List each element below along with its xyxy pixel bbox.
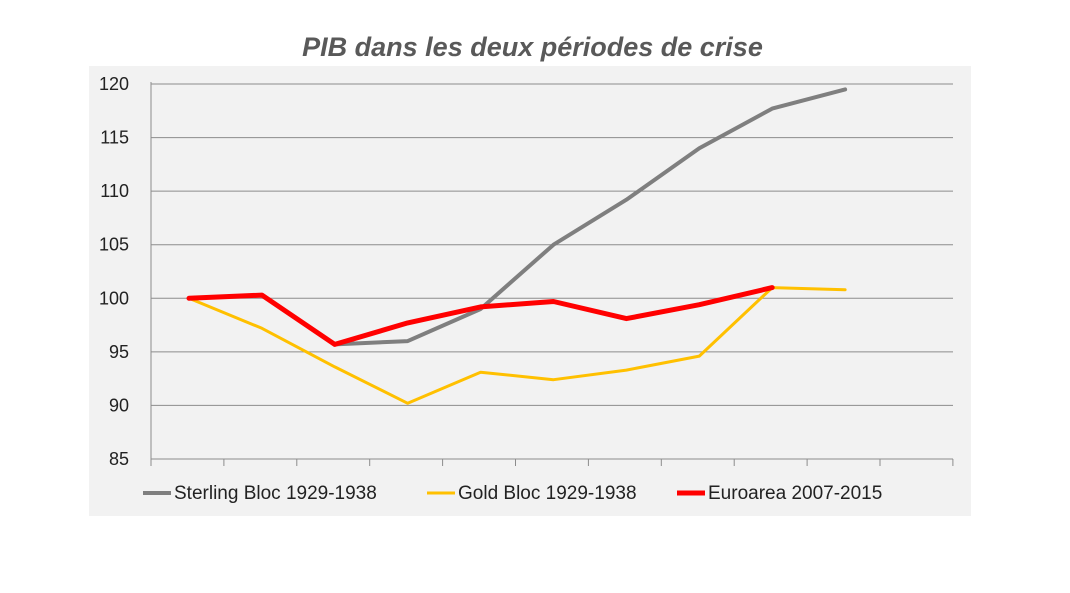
y-tick-label: 110 — [100, 181, 129, 201]
line-chart: 120 115 110 105 100 95 90 85 Sterling Bloc 1929-… — [99, 74, 954, 504]
legend-label: Sterling Bloc 1929-1938 — [174, 483, 377, 504]
chart-panel: 120 115 110 105 100 95 90 85 Sterling Bloc 1929-… — [89, 66, 971, 516]
chart-title: PIB dans les deux périodes de crise — [302, 32, 763, 62]
y-tick-label: 100 — [99, 288, 129, 308]
y-tick-label: 105 — [99, 235, 129, 255]
series-line-euroarea-2007-2015 — [186, 285, 775, 347]
y-tick-label: 85 — [109, 449, 129, 469]
legend-label: Euroarea 2007-2015 — [708, 483, 882, 504]
y-tick-label: 95 — [109, 342, 129, 362]
y-tick-label: 115 — [100, 128, 129, 148]
y-tick-label: 120 — [99, 74, 129, 94]
legend-label: Gold Bloc 1929-1938 — [458, 483, 637, 504]
y-tick-label: 90 — [109, 395, 129, 415]
series-line-gold-bloc-1929-1938 — [187, 286, 847, 405]
